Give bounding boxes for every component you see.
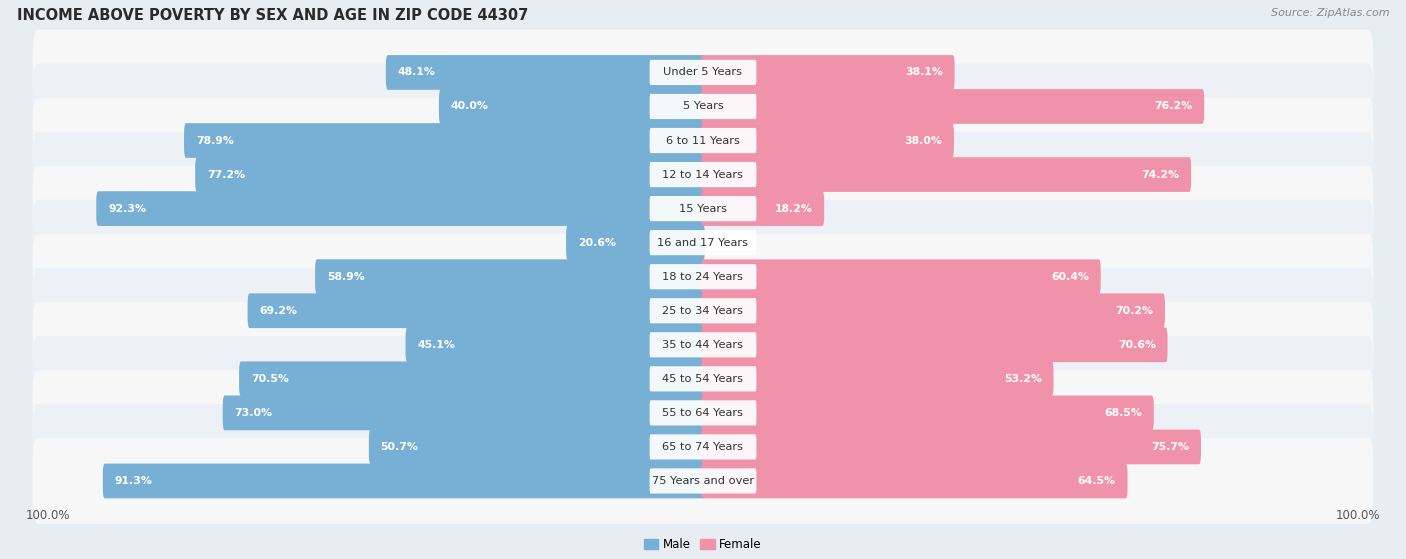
FancyBboxPatch shape bbox=[702, 55, 955, 90]
Text: 12 to 14 Years: 12 to 14 Years bbox=[662, 169, 744, 179]
Text: 16 and 17 Years: 16 and 17 Years bbox=[658, 238, 748, 248]
Text: 45 to 54 Years: 45 to 54 Years bbox=[662, 374, 744, 384]
FancyBboxPatch shape bbox=[32, 268, 1374, 354]
FancyBboxPatch shape bbox=[702, 157, 1191, 192]
Text: 65 to 74 Years: 65 to 74 Years bbox=[662, 442, 744, 452]
FancyBboxPatch shape bbox=[650, 332, 756, 357]
Text: 55 to 64 Years: 55 to 64 Years bbox=[662, 408, 744, 418]
FancyBboxPatch shape bbox=[650, 230, 756, 255]
FancyBboxPatch shape bbox=[650, 196, 756, 221]
FancyBboxPatch shape bbox=[650, 94, 756, 119]
Text: 58.9%: 58.9% bbox=[328, 272, 364, 282]
FancyBboxPatch shape bbox=[702, 396, 1154, 430]
Text: 5 Years: 5 Years bbox=[683, 102, 723, 111]
Text: 78.9%: 78.9% bbox=[195, 135, 233, 145]
FancyBboxPatch shape bbox=[702, 293, 1166, 328]
Text: 20.6%: 20.6% bbox=[578, 238, 616, 248]
Text: 73.0%: 73.0% bbox=[235, 408, 273, 418]
Text: Under 5 Years: Under 5 Years bbox=[664, 68, 742, 78]
FancyBboxPatch shape bbox=[702, 328, 1167, 362]
FancyBboxPatch shape bbox=[702, 123, 953, 158]
FancyBboxPatch shape bbox=[96, 191, 704, 226]
FancyBboxPatch shape bbox=[32, 302, 1374, 388]
FancyBboxPatch shape bbox=[315, 259, 704, 294]
FancyBboxPatch shape bbox=[103, 463, 704, 498]
Text: 18.2%: 18.2% bbox=[775, 203, 813, 214]
FancyBboxPatch shape bbox=[650, 60, 756, 85]
FancyBboxPatch shape bbox=[702, 362, 1053, 396]
FancyBboxPatch shape bbox=[650, 162, 756, 187]
FancyBboxPatch shape bbox=[567, 225, 704, 260]
Text: 18 to 24 Years: 18 to 24 Years bbox=[662, 272, 744, 282]
FancyBboxPatch shape bbox=[32, 30, 1374, 115]
FancyBboxPatch shape bbox=[702, 259, 1101, 294]
FancyBboxPatch shape bbox=[32, 98, 1374, 183]
Text: 6 to 11 Years: 6 to 11 Years bbox=[666, 135, 740, 145]
FancyBboxPatch shape bbox=[184, 123, 704, 158]
FancyBboxPatch shape bbox=[702, 191, 824, 226]
FancyBboxPatch shape bbox=[247, 293, 704, 328]
Text: 50.7%: 50.7% bbox=[381, 442, 419, 452]
Text: 53.2%: 53.2% bbox=[1004, 374, 1042, 384]
FancyBboxPatch shape bbox=[702, 89, 1205, 124]
Text: Source: ZipAtlas.com: Source: ZipAtlas.com bbox=[1271, 8, 1389, 18]
Text: 70.5%: 70.5% bbox=[250, 374, 288, 384]
FancyBboxPatch shape bbox=[650, 128, 756, 153]
FancyBboxPatch shape bbox=[32, 336, 1374, 421]
Text: 25 to 34 Years: 25 to 34 Years bbox=[662, 306, 744, 316]
Text: 74.2%: 74.2% bbox=[1142, 169, 1180, 179]
Text: 70.2%: 70.2% bbox=[1115, 306, 1153, 316]
FancyBboxPatch shape bbox=[650, 434, 756, 459]
Text: 75 Years and over: 75 Years and over bbox=[652, 476, 754, 486]
Text: 76.2%: 76.2% bbox=[1154, 102, 1192, 111]
Text: 15 Years: 15 Years bbox=[679, 203, 727, 214]
Text: 75.7%: 75.7% bbox=[1152, 442, 1189, 452]
Text: 38.0%: 38.0% bbox=[904, 135, 942, 145]
FancyBboxPatch shape bbox=[32, 370, 1374, 456]
FancyBboxPatch shape bbox=[385, 55, 704, 90]
FancyBboxPatch shape bbox=[650, 468, 756, 494]
Text: 68.5%: 68.5% bbox=[1104, 408, 1142, 418]
FancyBboxPatch shape bbox=[32, 200, 1374, 286]
FancyBboxPatch shape bbox=[195, 157, 704, 192]
FancyBboxPatch shape bbox=[650, 366, 756, 391]
FancyBboxPatch shape bbox=[32, 234, 1374, 320]
Text: 48.1%: 48.1% bbox=[398, 68, 436, 78]
Legend: Male, Female: Male, Female bbox=[640, 534, 766, 556]
FancyBboxPatch shape bbox=[32, 438, 1374, 524]
FancyBboxPatch shape bbox=[32, 404, 1374, 490]
Text: 60.4%: 60.4% bbox=[1050, 272, 1088, 282]
Text: 45.1%: 45.1% bbox=[418, 340, 456, 350]
Text: 35 to 44 Years: 35 to 44 Years bbox=[662, 340, 744, 350]
FancyBboxPatch shape bbox=[650, 400, 756, 425]
Text: 40.0%: 40.0% bbox=[451, 102, 489, 111]
Text: 92.3%: 92.3% bbox=[108, 203, 146, 214]
Text: 70.6%: 70.6% bbox=[1118, 340, 1156, 350]
FancyBboxPatch shape bbox=[32, 132, 1374, 217]
FancyBboxPatch shape bbox=[650, 264, 756, 290]
Text: INCOME ABOVE POVERTY BY SEX AND AGE IN ZIP CODE 44307: INCOME ABOVE POVERTY BY SEX AND AGE IN Z… bbox=[17, 8, 529, 23]
FancyBboxPatch shape bbox=[32, 165, 1374, 252]
FancyBboxPatch shape bbox=[439, 89, 704, 124]
Text: 38.1%: 38.1% bbox=[905, 68, 943, 78]
FancyBboxPatch shape bbox=[368, 429, 704, 465]
Text: 91.3%: 91.3% bbox=[115, 476, 152, 486]
FancyBboxPatch shape bbox=[239, 362, 704, 396]
FancyBboxPatch shape bbox=[702, 429, 1201, 465]
Text: 64.5%: 64.5% bbox=[1078, 476, 1116, 486]
FancyBboxPatch shape bbox=[222, 396, 704, 430]
FancyBboxPatch shape bbox=[702, 463, 1128, 498]
FancyBboxPatch shape bbox=[650, 298, 756, 323]
FancyBboxPatch shape bbox=[405, 328, 704, 362]
FancyBboxPatch shape bbox=[32, 64, 1374, 149]
Text: 69.2%: 69.2% bbox=[260, 306, 298, 316]
Text: 77.2%: 77.2% bbox=[207, 169, 245, 179]
